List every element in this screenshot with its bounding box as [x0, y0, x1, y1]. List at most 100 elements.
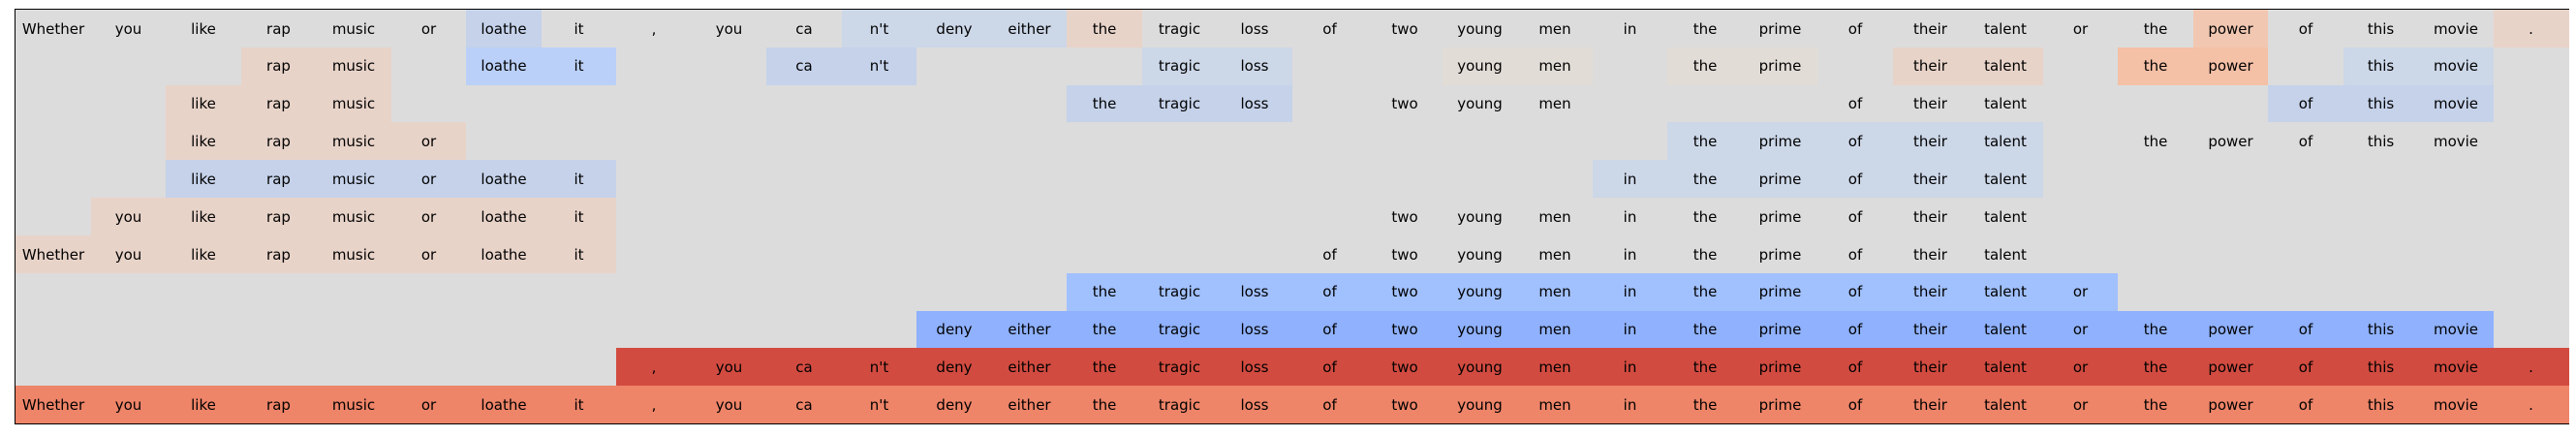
- heatmap-cell: ca: [766, 348, 842, 387]
- heatmap-cell: [2493, 310, 2569, 349]
- heatmap-cell: of: [1817, 198, 1893, 236]
- heatmap-cell: Whether: [16, 386, 91, 424]
- heatmap-cell: [1517, 160, 1593, 199]
- heatmap-cell: [2268, 234, 2343, 274]
- heatmap-cell: [390, 47, 467, 86]
- heatmap-cell: this: [2343, 84, 2419, 123]
- heatmap-cell: young: [1442, 10, 1518, 48]
- heatmap-cell: [2118, 234, 2193, 274]
- heatmap-cell: [16, 310, 91, 349]
- heatmap-cell: .: [2493, 348, 2569, 387]
- heatmap-cell: of: [1817, 122, 1893, 161]
- heatmap-cell: the: [1667, 386, 1743, 424]
- heatmap-cell: music: [316, 198, 391, 236]
- heatmap-cell: [2268, 198, 2343, 236]
- heatmap-cell: two: [1367, 386, 1443, 424]
- heatmap-cell: [2192, 198, 2269, 236]
- heatmap-cell: [240, 348, 317, 387]
- heatmap-cell: [1517, 122, 1593, 161]
- heatmap-cell: of: [1817, 386, 1893, 424]
- heatmap-cell: movie: [2418, 348, 2494, 387]
- heatmap-cell: [90, 310, 167, 349]
- heatmap-cell: in: [1592, 272, 1668, 312]
- heatmap-cell: [2493, 160, 2569, 199]
- heatmap-cell: rap: [240, 234, 317, 274]
- heatmap-cell: [766, 122, 842, 161]
- heatmap-cell: of: [2268, 386, 2343, 424]
- heatmap-cell: [541, 122, 617, 161]
- heatmap-cell: power: [2192, 122, 2269, 161]
- heatmap-cell: the: [1067, 386, 1142, 424]
- heatmap-cell: deny: [916, 348, 992, 387]
- heatmap-cell: rap: [240, 386, 317, 424]
- heatmap-cell: [16, 348, 91, 387]
- heatmap-cell: [90, 47, 167, 86]
- heatmap-cell: loss: [1217, 84, 1292, 123]
- heatmap-cell: young: [1442, 234, 1518, 274]
- heatmap-cell: [616, 234, 692, 274]
- heatmap-cell: [2493, 198, 2569, 236]
- heatmap-cell: [2493, 234, 2569, 274]
- heatmap-cell: of: [1291, 234, 1368, 274]
- heatmap-cell: [390, 310, 467, 349]
- heatmap-cell: [1067, 47, 1142, 86]
- heatmap-cell: in: [1592, 348, 1668, 387]
- heatmap-cell: [691, 310, 767, 349]
- heatmap-cell: [841, 272, 917, 312]
- heatmap-cell: young: [1442, 348, 1518, 387]
- heatmap-cell: [616, 47, 692, 86]
- heatmap-cell: n't: [841, 386, 917, 424]
- heatmap-cell: tragic: [1141, 10, 1218, 48]
- heatmap-cell: Whether: [16, 10, 91, 48]
- heatmap-cell: either: [991, 310, 1068, 349]
- heatmap-cell: the: [2118, 348, 2193, 387]
- heatmap-cell: [616, 160, 692, 199]
- heatmap-cell: or: [2042, 386, 2119, 424]
- heatmap-cell: [616, 84, 692, 123]
- heatmap-cell: [1291, 47, 1368, 86]
- heatmap-cell: [691, 122, 767, 161]
- heatmap-cell: rap: [240, 198, 317, 236]
- heatmap-cell: [766, 84, 842, 123]
- heatmap-cell: of: [1817, 234, 1893, 274]
- heatmap-cell: or: [390, 198, 467, 236]
- heatmap-cell: [1141, 160, 1218, 199]
- heatmap-cell: [2118, 84, 2193, 123]
- heatmap-cell: loathe: [466, 234, 542, 274]
- heatmap-cell: loss: [1217, 386, 1292, 424]
- heatmap-cell: [2493, 272, 2569, 312]
- heatmap-cell: talent: [1968, 122, 2043, 161]
- heatmap-cell: prime: [1742, 198, 1818, 236]
- heatmap-cell: rap: [240, 160, 317, 199]
- heatmap-cell: [2343, 160, 2419, 199]
- heatmap-cell: or: [2042, 272, 2119, 312]
- heatmap-cell: this: [2343, 310, 2419, 349]
- heatmap-cell: the: [2118, 47, 2193, 86]
- heatmap-cell: [2118, 198, 2193, 236]
- heatmap-cell: music: [316, 10, 391, 48]
- heatmap-cell: their: [1892, 198, 1969, 236]
- heatmap-cell: deny: [916, 10, 992, 48]
- heatmap-cell: [916, 122, 992, 161]
- heatmap-cell: men: [1517, 10, 1593, 48]
- heatmap-cell: it: [541, 386, 617, 424]
- heatmap-cell: or: [390, 122, 467, 161]
- heatmap-cell: n't: [841, 348, 917, 387]
- heatmap-cell: young: [1442, 84, 1518, 123]
- heatmap-cell: men: [1517, 348, 1593, 387]
- heatmap-cell: of: [1817, 272, 1893, 312]
- heatmap-cell: like: [166, 198, 241, 236]
- heatmap-cell: [16, 84, 91, 123]
- heatmap-cell: the: [1667, 160, 1743, 199]
- heatmap-cell: the: [2118, 310, 2193, 349]
- heatmap-cell: their: [1892, 310, 1969, 349]
- heatmap-cell: loss: [1217, 348, 1292, 387]
- heatmap-cell: you: [90, 386, 167, 424]
- heatmap-cell: [691, 198, 767, 236]
- heatmap-cell: either: [991, 348, 1068, 387]
- heatmap-cell: [390, 348, 467, 387]
- heatmap-cell: two: [1367, 84, 1443, 123]
- heatmap-cell: [1141, 122, 1218, 161]
- heatmap-cell: talent: [1968, 272, 2043, 312]
- heatmap-cell: two: [1367, 272, 1443, 312]
